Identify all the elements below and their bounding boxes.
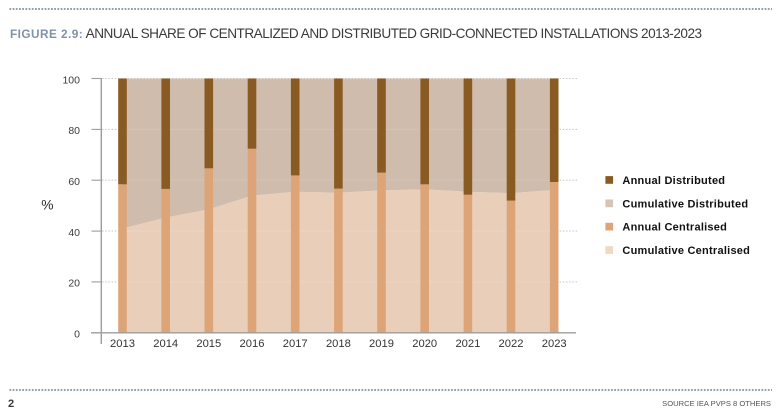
svg-text:2013: 2013: [110, 338, 135, 350]
svg-text:2023: 2023: [542, 338, 567, 350]
svg-text:2017: 2017: [283, 338, 308, 350]
svg-text:%: %: [41, 198, 53, 213]
svg-text:2018: 2018: [326, 338, 351, 350]
svg-text:20: 20: [68, 278, 80, 290]
svg-text:2015: 2015: [196, 338, 221, 350]
svg-text:Cumulative Centralised: Cumulative Centralised: [622, 245, 750, 257]
svg-text:2020: 2020: [412, 338, 437, 350]
svg-text:2016: 2016: [240, 338, 265, 350]
svg-text:80: 80: [68, 125, 80, 137]
svg-text:Cumulative Distributed: Cumulative Distributed: [622, 198, 748, 210]
svg-text:100: 100: [62, 74, 80, 86]
svg-text:60: 60: [68, 176, 80, 188]
svg-text:2019: 2019: [369, 338, 394, 350]
svg-text:40: 40: [68, 227, 80, 239]
svg-text:Annual Centralised: Annual Centralised: [622, 222, 727, 234]
svg-text:Annual Distributed: Annual Distributed: [622, 175, 725, 187]
svg-text:0: 0: [74, 329, 80, 341]
svg-text:2021: 2021: [455, 338, 480, 350]
svg-text:2014: 2014: [153, 338, 178, 350]
svg-text:2022: 2022: [499, 338, 524, 350]
